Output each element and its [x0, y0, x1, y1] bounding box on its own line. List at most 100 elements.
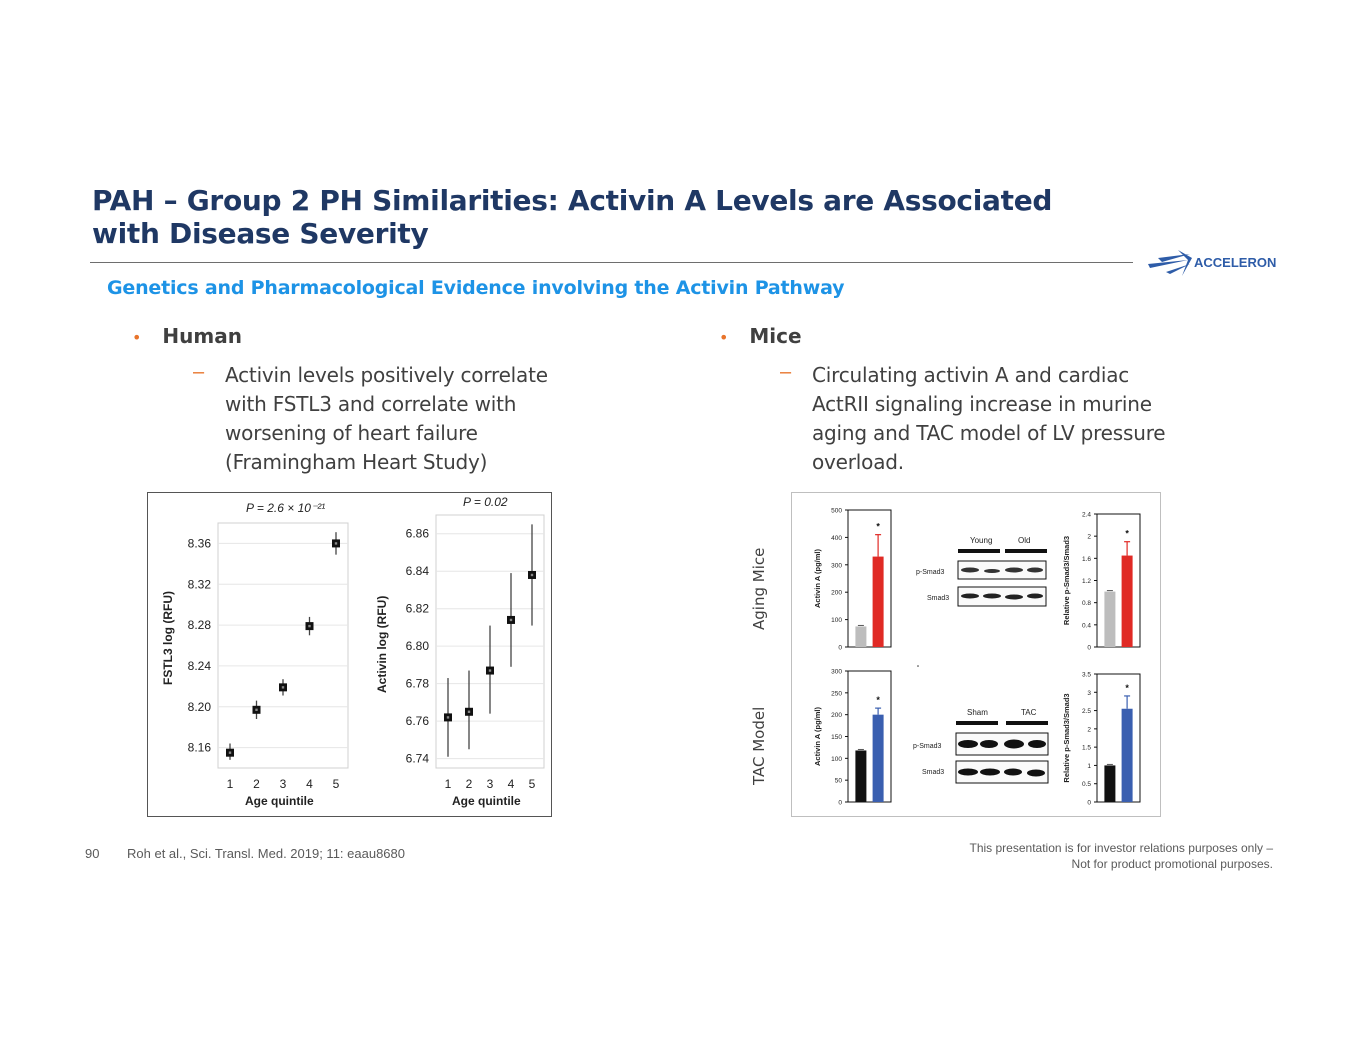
- y-tick-label: 3: [1087, 690, 1091, 697]
- y-tick-label: 1.5: [1082, 745, 1091, 752]
- y-tick-label: 6.78: [406, 677, 430, 691]
- blot-old-label: Old: [1018, 536, 1030, 545]
- bullet-human-label: Human: [162, 324, 242, 348]
- y-tick-label: 300: [831, 669, 842, 676]
- y-tick-label: 300: [831, 562, 842, 569]
- y-tick-label: 8.32: [188, 577, 212, 591]
- bar: [855, 750, 867, 802]
- data-point-center: [446, 716, 450, 719]
- significance-mark: *: [1125, 683, 1129, 693]
- y-tick-label: 200: [831, 712, 842, 719]
- bar: [1121, 708, 1133, 802]
- bullet-dot: •: [132, 328, 142, 347]
- blot-young-label: Young: [970, 536, 992, 545]
- y-tick-label: 6.80: [406, 639, 430, 653]
- bar-plot-frame: [847, 509, 892, 648]
- bar: [872, 714, 884, 802]
- bar-y-label: Activin A (pg/ml): [813, 706, 822, 766]
- y-tick-label: 0.4: [1082, 622, 1091, 629]
- disclaimer-line-1: This presentation is for investor relati…: [969, 841, 1274, 855]
- y-tick-label: 6.84: [406, 564, 430, 578]
- y-tick-label: 6.86: [406, 527, 430, 541]
- section-subtitle: Genetics and Pharmacological Evidence in…: [107, 277, 845, 299]
- y-tick-label: 2: [1087, 534, 1091, 541]
- bar: [1121, 555, 1133, 647]
- y-tick-label: 6.76: [406, 714, 430, 728]
- bullet-human: • Human: [132, 324, 242, 348]
- sub-dash-right: –: [780, 361, 792, 383]
- bar: [855, 626, 867, 647]
- y-tick-label: 8.24: [188, 659, 212, 673]
- blot-tac-label: TAC: [1021, 708, 1037, 717]
- x-tick-label: 5: [529, 777, 536, 791]
- bar-plot-frame: [1096, 673, 1141, 803]
- bar: [872, 556, 884, 647]
- bar: [1104, 591, 1116, 647]
- y-tick-label: 0.8: [1082, 600, 1091, 607]
- y-tick-label: 150: [831, 734, 842, 741]
- bullet-mice: • Mice: [719, 324, 802, 348]
- y-tick-label: 500: [831, 508, 842, 515]
- y-tick-label: 0: [1087, 645, 1091, 652]
- x-tick-label: 5: [333, 777, 340, 791]
- mice-description: Circulating activin A and cardiac ActRII…: [812, 363, 1166, 474]
- y-tick-label: 2.4: [1082, 512, 1091, 519]
- y-tick-label: 1: [1087, 763, 1091, 770]
- mice-bar-charts: 0 100 200 300 400 500 * Activin A (pg/ml) 0 0.4 0.…: [813, 508, 1141, 807]
- blot-sham-label: Sham: [967, 708, 988, 717]
- bar: [1104, 765, 1116, 802]
- y-tick-label: 100: [831, 756, 842, 763]
- bar-plot-frame: [1096, 513, 1141, 648]
- activin-x-label: Age quintile: [452, 794, 521, 808]
- y-tick-label: 2: [1087, 726, 1091, 733]
- blot-smad3-label: Smad3: [927, 595, 949, 602]
- y-tick-label: 50: [835, 778, 843, 785]
- bar-y-label: Relative p-Smad3/Smad3: [1062, 693, 1071, 782]
- citation: Roh et al., Sci. Transl. Med. 2019; 11: …: [127, 846, 405, 861]
- data-point-center: [308, 624, 311, 628]
- fstl3-p-value: P = 2.6 × 10⁻²¹: [246, 501, 325, 515]
- data-point-center: [530, 573, 534, 577]
- activin-y-label: Activin log (RFU): [375, 596, 389, 693]
- slide-title: PAH – Group 2 PH Similarities: Activin A…: [92, 184, 1053, 250]
- data-point-center: [228, 751, 232, 754]
- data-point-center: [509, 618, 513, 622]
- acceleron-logo: ACCELERON: [1148, 246, 1288, 278]
- y-tick-label: 0.5: [1082, 781, 1091, 788]
- y-tick-label: 8.20: [188, 700, 212, 714]
- significance-mark: *: [1125, 529, 1129, 539]
- fstl3-x-label: Age quintile: [245, 794, 314, 808]
- disclaimer: This presentation is for investor relati…: [970, 840, 1274, 872]
- significance-mark: *: [876, 695, 880, 705]
- bullet-mice-label: Mice: [749, 324, 802, 348]
- disclaimer-line-2: Not for product promotional purposes.: [1071, 857, 1273, 871]
- bar-y-label: Activin A (pg/ml): [813, 548, 822, 608]
- data-point-center: [334, 542, 338, 545]
- y-tick-label: 1.2: [1082, 578, 1091, 585]
- x-tick-label: 4: [306, 777, 313, 791]
- y-tick-label: 3.5: [1082, 672, 1091, 679]
- x-tick-label: 1: [227, 777, 234, 791]
- y-tick-label: 8.16: [188, 741, 212, 755]
- row-label-aging: Aging Mice: [750, 547, 768, 630]
- fstl3-plot-area: [217, 522, 349, 769]
- bar-y-label: Relative p-Smad3/Smad3: [1062, 536, 1071, 625]
- y-tick-label: 6.74: [406, 752, 430, 766]
- y-tick-label: 2.5: [1082, 708, 1091, 715]
- human-figure: P = 2.6 × 10⁻²¹ 8.16 8.20 8.24 8.28 8.32 8.36…: [147, 492, 552, 817]
- blot-psmad3-tac: [955, 732, 1049, 756]
- y-tick-label: 400: [831, 535, 842, 542]
- y-tick-label: 200: [831, 590, 842, 597]
- human-scatter-charts: P = 2.6 × 10⁻²¹ 8.16 8.20 8.24 8.28 8.32 8.36…: [161, 495, 545, 808]
- y-tick-label: 0: [1087, 800, 1091, 807]
- y-tick-label: 8.36: [188, 536, 212, 550]
- x-tick-label: 2: [253, 777, 260, 791]
- activin-plot-area: [435, 514, 545, 769]
- data-point-center: [281, 686, 285, 689]
- data-point-center: [488, 669, 492, 672]
- blot-smad3-tac-label: Smad3: [922, 769, 944, 776]
- x-tick-label: 2: [466, 777, 473, 791]
- blot-psmad3-tac-label: p-Smad3: [913, 743, 942, 750]
- bar-plot-frame: [847, 670, 892, 803]
- blot-psmad3-label: p-Smad3: [916, 569, 945, 576]
